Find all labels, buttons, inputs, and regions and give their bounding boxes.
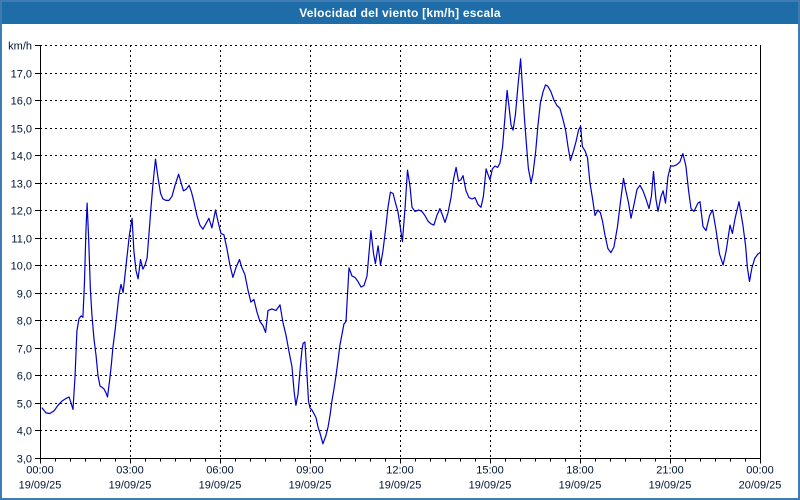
svg-text:17,0: 17,0 bbox=[11, 69, 32, 81]
svg-text:5,0: 5,0 bbox=[17, 399, 32, 411]
svg-text:6,0: 6,0 bbox=[17, 371, 32, 383]
svg-text:16,0: 16,0 bbox=[11, 96, 32, 108]
svg-text:19/09/25: 19/09/25 bbox=[469, 480, 512, 492]
svg-text:8,0: 8,0 bbox=[17, 316, 32, 328]
svg-text:11,0: 11,0 bbox=[11, 234, 32, 246]
svg-text:10,0: 10,0 bbox=[11, 261, 32, 273]
svg-text:7,0: 7,0 bbox=[17, 344, 32, 356]
svg-text:4,0: 4,0 bbox=[17, 426, 32, 438]
svg-text:20/09/25: 20/09/25 bbox=[739, 480, 782, 492]
page-title: Velocidad del viento [km/h] escala bbox=[299, 6, 501, 20]
svg-text:03:00: 03:00 bbox=[116, 465, 144, 477]
title-bar: Velocidad del viento [km/h] escala bbox=[2, 2, 798, 24]
svg-text:13,0: 13,0 bbox=[11, 179, 32, 191]
wind-speed-chart-svg: 3,0 4,0 5,0 6,0 7,0 8,0 9,0 10,0 11,0 12,0 13,0 14,… bbox=[8, 41, 782, 492]
svg-text:19/09/25: 19/09/25 bbox=[649, 480, 692, 492]
svg-text:09:00: 09:00 bbox=[296, 465, 324, 477]
svg-text:19/09/25: 19/09/25 bbox=[199, 480, 242, 492]
svg-text:3,0: 3,0 bbox=[17, 454, 32, 466]
chart-area: 3,0 4,0 5,0 6,0 7,0 8,0 9,0 10,0 11,0 12,0 13,0 14,… bbox=[2, 24, 798, 498]
svg-text:12:00: 12:00 bbox=[386, 465, 414, 477]
svg-text:19/09/25: 19/09/25 bbox=[379, 480, 422, 492]
svg-text:06:00: 06:00 bbox=[206, 465, 234, 477]
svg-text:9,0: 9,0 bbox=[17, 289, 32, 301]
svg-text:19/09/25: 19/09/25 bbox=[109, 480, 152, 492]
svg-text:21:00: 21:00 bbox=[656, 465, 684, 477]
svg-text:15:00: 15:00 bbox=[476, 465, 504, 477]
svg-text:19/09/25: 19/09/25 bbox=[289, 480, 332, 492]
svg-text:14,0: 14,0 bbox=[11, 151, 32, 163]
svg-text:19/09/25: 19/09/25 bbox=[559, 480, 602, 492]
svg-text:15,0: 15,0 bbox=[11, 124, 32, 136]
svg-text:12,0: 12,0 bbox=[11, 206, 32, 218]
svg-text:km/h: km/h bbox=[8, 41, 32, 53]
svg-text:00:00: 00:00 bbox=[26, 465, 54, 477]
svg-text:18:00: 18:00 bbox=[566, 465, 594, 477]
svg-text:00:00: 00:00 bbox=[746, 465, 774, 477]
svg-text:19/09/25: 19/09/25 bbox=[19, 480, 62, 492]
